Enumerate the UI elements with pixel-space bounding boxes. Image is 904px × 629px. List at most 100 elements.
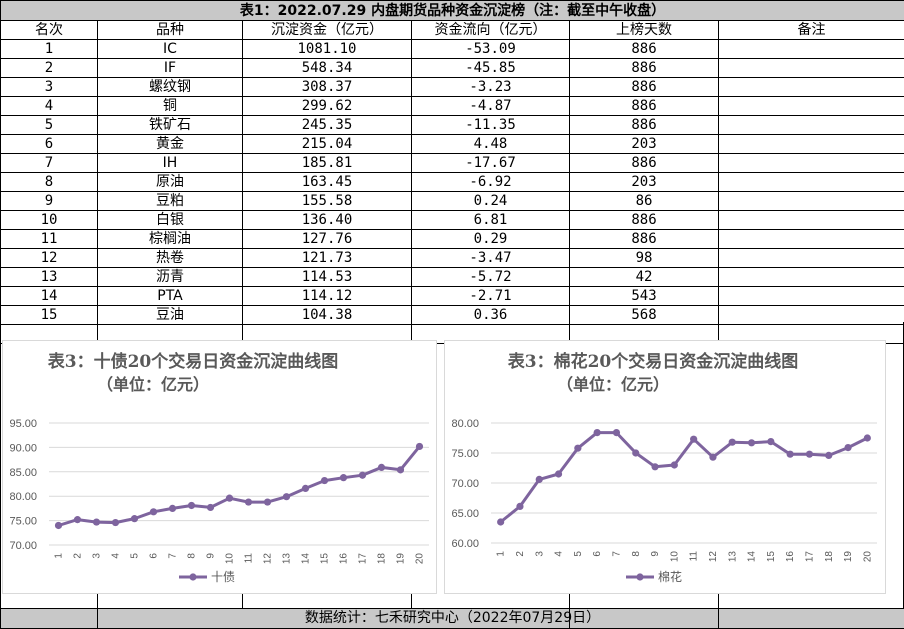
cell-capital: 1081.10: [243, 40, 412, 59]
cell-rank: 10: [1, 211, 98, 230]
data-point: [729, 439, 736, 446]
cell-days: 886: [570, 154, 719, 173]
data-point: [416, 443, 423, 450]
cell-capital: 548.34: [243, 59, 412, 78]
legend-marker: [636, 573, 643, 580]
chart-title: 表3：棉花20个交易日资金沉淀曲线图: [508, 351, 799, 372]
cell-flow: -5.72: [412, 268, 570, 287]
cell-rank: 8: [1, 173, 98, 192]
data-point: [93, 518, 100, 525]
cell-days: 886: [570, 78, 719, 97]
x-tick-label: 11: [689, 551, 700, 562]
cell-days: 886: [570, 230, 719, 249]
cell-flow: 6.81: [412, 211, 570, 230]
cell-rank: 14: [1, 287, 98, 306]
chart-title: 表3：十债20个交易日资金沉淀曲线图: [48, 351, 339, 372]
y-tick-label: 75.00: [451, 448, 479, 460]
header-remark: 备注: [719, 21, 904, 40]
cell-variety: 沥青: [98, 268, 243, 287]
y-tick-label: 75.00: [9, 516, 37, 528]
series-line: [59, 446, 420, 525]
data-point: [516, 503, 523, 510]
y-tick-label: 60.00: [451, 538, 479, 550]
series-line: [501, 433, 868, 522]
cell-remark: [719, 173, 904, 192]
data-point: [594, 429, 601, 436]
cell-capital: 245.35: [243, 116, 412, 135]
x-tick-label: 10: [669, 551, 680, 563]
data-point: [207, 504, 214, 511]
cell-rank: 5: [1, 116, 98, 135]
cell-flow: 0.24: [412, 192, 570, 211]
data-point: [632, 449, 639, 456]
legend-label: 十债: [211, 570, 235, 584]
x-tick-label: 1: [54, 553, 65, 559]
cell-capital: 114.12: [243, 287, 412, 306]
cell-flow: -11.35: [412, 116, 570, 135]
cell-days: 886: [570, 116, 719, 135]
x-tick-label: 9: [206, 553, 217, 559]
cell-remark: [719, 59, 904, 78]
cell-variety: IH: [98, 154, 243, 173]
cell-variety: 豆粕: [98, 192, 243, 211]
cell-flow: 0.29: [412, 230, 570, 249]
cell-capital: 163.45: [243, 173, 412, 192]
cell-remark: [719, 154, 904, 173]
header-capital: 沉淀资金（亿元）: [243, 21, 412, 40]
cell-flow: 4.48: [412, 135, 570, 154]
cell-flow: -2.71: [412, 287, 570, 306]
data-point: [825, 452, 832, 459]
cell-rank: 2: [1, 59, 98, 78]
cell-days: 203: [570, 173, 719, 192]
table-title-row: 表1：2022.07.29 内盘期货品种资金沉淀榜（注：截至中午收盘）: [1, 1, 904, 21]
data-point: [787, 451, 794, 458]
y-tick-label: 85.00: [9, 467, 37, 479]
cell-remark: [719, 249, 904, 268]
x-tick-label: 7: [611, 551, 622, 557]
cell-variety: IF: [98, 59, 243, 78]
data-point: [340, 474, 347, 481]
cell-remark: [719, 116, 904, 135]
x-tick-label: 10: [225, 553, 236, 565]
cell-flow: -6.92: [412, 173, 570, 192]
data-point: [264, 498, 271, 505]
cell-remark: [719, 211, 904, 230]
table-header-row: 名次 品种 沉淀资金（亿元） 资金流向（亿元） 上榜天数 备注: [1, 21, 904, 40]
data-point: [150, 508, 157, 515]
data-point: [169, 505, 176, 512]
legend-label: 棉花: [658, 569, 682, 584]
data-point: [574, 445, 581, 452]
data-point: [359, 472, 366, 479]
cell-capital: 114.53: [243, 268, 412, 287]
cell-variety: 螺纹钢: [98, 78, 243, 97]
y-tick-label: 65.00: [451, 508, 479, 520]
cell-rank: 13: [1, 268, 98, 287]
header-days: 上榜天数: [570, 21, 719, 40]
cell-rank: 11: [1, 230, 98, 249]
cell-capital: 185.81: [243, 154, 412, 173]
cell-variety: 热卷: [98, 249, 243, 268]
cell-rank: 6: [1, 135, 98, 154]
x-tick-label: 12: [708, 551, 719, 563]
cell-flow: -4.87: [412, 97, 570, 116]
cell-variety: PTA: [98, 287, 243, 306]
chart-treasury: 表3：十债20个交易日资金沉淀曲线图（单位：亿元）70.0075.0080.00…: [3, 341, 436, 593]
data-point: [709, 454, 716, 461]
cell-rank: 1: [1, 40, 98, 59]
x-tick-label: 8: [187, 553, 198, 559]
cell-days: 886: [570, 97, 719, 116]
y-tick-label: 70.00: [9, 540, 37, 552]
cell-flow: -3.47: [412, 249, 570, 268]
data-point: [55, 522, 62, 529]
x-tick-label: 16: [339, 553, 350, 565]
x-tick-label: 3: [92, 553, 103, 559]
